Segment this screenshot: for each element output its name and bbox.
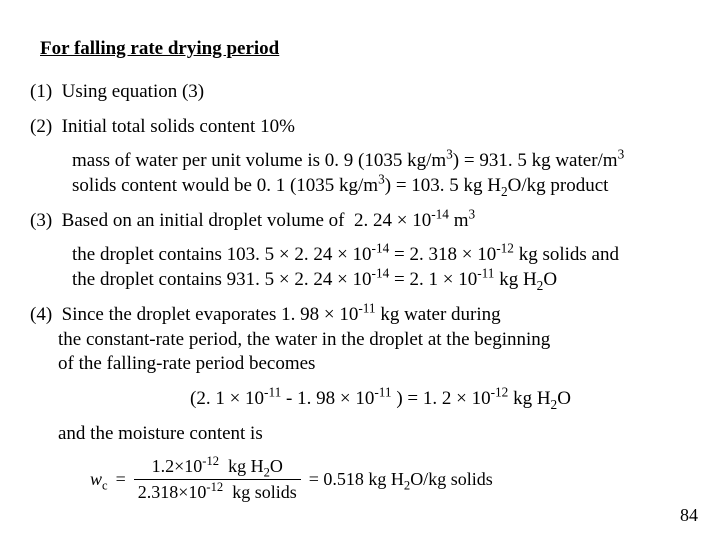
item-1: (1) Using equation (3) xyxy=(30,80,690,105)
item-3-detail: the droplet contains 103. 5 × 2. 24 × 10… xyxy=(72,243,690,292)
item-4: (4) Since the droplet evaporates 1. 98 ×… xyxy=(30,303,690,377)
item-3: (3) Based on an initial droplet volume o… xyxy=(30,209,690,234)
page-number: 84 xyxy=(680,505,698,526)
equation-wc: wc = 1.2×10-12 kg H2O 2.318×10-12 kg sol… xyxy=(90,456,690,503)
item-4-text2: and the moisture content is xyxy=(58,422,690,447)
item-2-detail: mass of water per unit volume is 0. 9 (1… xyxy=(72,149,690,198)
section-heading: For falling rate drying period xyxy=(40,38,690,60)
item-2: (2) Initial total solids content 10% xyxy=(30,115,690,140)
item-4-eq1: (2. 1 × 10-11 - 1. 98 × 10-11 ) = 1. 2 ×… xyxy=(190,387,690,412)
